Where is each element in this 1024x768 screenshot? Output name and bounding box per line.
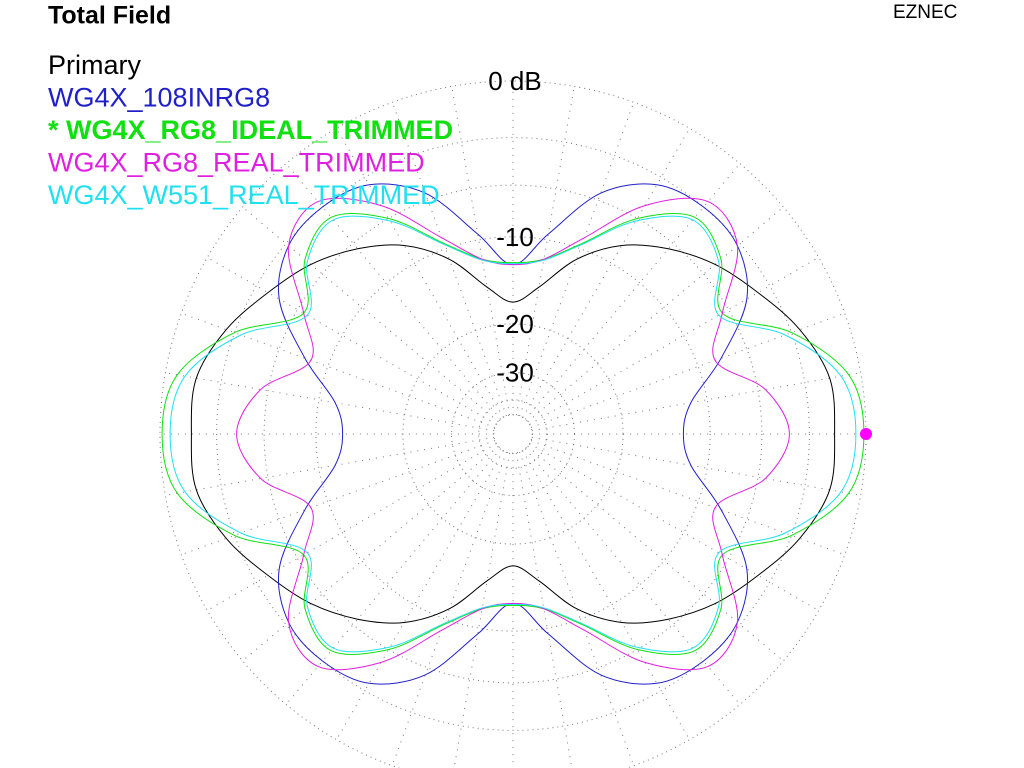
ring-label: -10 [496,222,534,252]
ring-label: -20 [496,309,534,339]
theta-grid-line [531,436,861,496]
theta-grid-line [529,443,819,611]
theta-grid-line [522,450,690,740]
pattern-line [169,215,857,653]
theta-grid-line [515,452,573,768]
theta-grid-line [165,372,495,432]
ring [451,372,575,496]
legend-label: WG4X_108INRG8 [48,83,270,113]
ring [402,323,624,545]
minor-ring [493,414,533,454]
theta-grid-line [527,445,784,662]
minor-ring [478,399,548,469]
minor-ring [263,184,763,684]
legend-label: Primary [48,50,141,80]
theta-grid-line [453,452,511,768]
pattern-line [161,213,865,655]
pattern-line [190,244,836,624]
minor-ring [216,137,810,731]
max-marker [860,428,872,440]
ring-label: -30 [496,357,534,387]
pattern-line [278,183,748,685]
pattern-line [236,197,790,671]
theta-grid-line [242,206,499,423]
theta-grid-line [527,206,784,423]
theta-grid-line [336,450,504,740]
theta-grid-line [529,257,819,425]
theta-grid-line [531,372,861,432]
theta-grid-line [207,443,497,611]
ring-label: 0 dB [488,66,542,96]
legend-label: WG4X_W551_REAL_TRIMMED [48,180,440,210]
theta-grid-line [165,436,495,496]
theta-grid-line [242,445,499,662]
ring [315,236,711,632]
theta-grid-line [207,257,497,425]
chart-title: Total Field [48,2,171,30]
legend-label: WG4X_RG8_REAL_TRIMMED [48,148,425,178]
theta-grid-line [522,128,690,418]
program-label: EZNEC [893,2,957,23]
legend-label: * WG4X_RG8_IDEAL_TRIMMED [48,115,453,145]
